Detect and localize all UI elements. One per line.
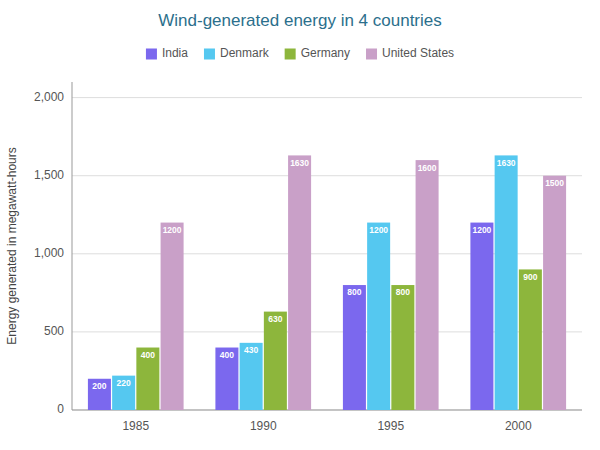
data-label: 1200 bbox=[472, 225, 491, 235]
data-labels: 200 400 800 1200 220 430 1200 1630 400 630 800 900 1… bbox=[92, 158, 564, 391]
y-tick-label: 2,000 bbox=[34, 90, 64, 104]
bar bbox=[391, 285, 414, 410]
bar bbox=[288, 155, 311, 410]
legend-item: India bbox=[146, 46, 188, 60]
y-axis-line bbox=[72, 82, 73, 410]
x-tick-label: 2000 bbox=[505, 419, 532, 433]
legend-swatch bbox=[204, 49, 215, 60]
bar bbox=[88, 379, 111, 410]
grid-line bbox=[72, 97, 582, 98]
legend-swatch bbox=[366, 49, 377, 60]
data-label: 900 bbox=[523, 272, 537, 282]
y-axis: 0 500 1,000 1,500 2,000 bbox=[34, 90, 582, 416]
bar bbox=[416, 160, 439, 410]
bar bbox=[215, 348, 238, 410]
data-label: 430 bbox=[244, 345, 258, 355]
data-label: 400 bbox=[141, 350, 155, 360]
y-tick-label: 0 bbox=[57, 402, 64, 416]
data-label: 400 bbox=[220, 350, 234, 360]
bar bbox=[343, 285, 366, 410]
bar bbox=[112, 376, 135, 410]
y-tick-label: 1,500 bbox=[34, 168, 64, 182]
chart-svg: Wind-generated energy in 4 countries Ener… bbox=[0, 0, 600, 450]
y-tick-label: 1,000 bbox=[34, 246, 64, 260]
legend-label: Denmark bbox=[220, 46, 270, 60]
data-label: 1200 bbox=[369, 225, 388, 235]
chart-container: Wind-generated energy in 4 countries Ener… bbox=[0, 0, 600, 450]
data-label: 630 bbox=[268, 314, 282, 324]
bar bbox=[240, 343, 263, 410]
data-label: 1630 bbox=[290, 158, 309, 168]
legend-swatch bbox=[146, 49, 157, 60]
x-tick-label: 1995 bbox=[377, 419, 404, 433]
data-label: 1630 bbox=[497, 158, 516, 168]
legend: India Denmark Germany United States bbox=[146, 46, 454, 60]
data-label: 800 bbox=[347, 287, 361, 297]
bar bbox=[136, 348, 159, 410]
legend-item: Denmark bbox=[204, 46, 270, 60]
data-label: 800 bbox=[396, 287, 410, 297]
y-axis-label: Energy generated in megawatt-hours bbox=[5, 147, 19, 344]
data-label: 1200 bbox=[163, 225, 182, 235]
bar bbox=[543, 176, 566, 410]
y-tick-label: 500 bbox=[44, 324, 64, 338]
legend-item: Germany bbox=[285, 46, 350, 60]
data-label: 220 bbox=[117, 378, 131, 388]
bar bbox=[367, 223, 390, 410]
x-tick-label: 1985 bbox=[122, 419, 149, 433]
legend-item: United States bbox=[366, 46, 454, 60]
data-label: 1500 bbox=[545, 178, 564, 188]
chart-title: Wind-generated energy in 4 countries bbox=[158, 11, 442, 30]
bar bbox=[519, 269, 542, 410]
legend-label: Germany bbox=[301, 46, 350, 60]
bars bbox=[88, 155, 566, 410]
legend-label: United States bbox=[382, 46, 454, 60]
bar bbox=[495, 155, 518, 410]
bar bbox=[470, 223, 493, 410]
bar bbox=[264, 312, 287, 410]
data-label: 1600 bbox=[418, 163, 437, 173]
legend-label: India bbox=[162, 46, 188, 60]
x-tick-label: 1990 bbox=[250, 419, 277, 433]
bar bbox=[161, 223, 184, 410]
legend-swatch bbox=[285, 49, 296, 60]
data-label: 200 bbox=[92, 381, 106, 391]
